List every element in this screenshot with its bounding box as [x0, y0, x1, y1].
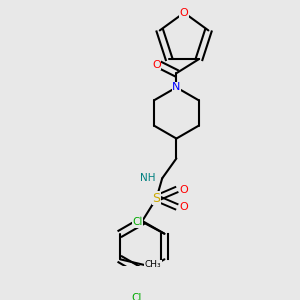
Text: O: O — [179, 185, 188, 195]
Text: S: S — [152, 192, 160, 205]
Text: N: N — [172, 82, 181, 92]
Text: O: O — [152, 60, 161, 70]
Text: CH₃: CH₃ — [145, 260, 161, 269]
Text: O: O — [180, 8, 188, 18]
Text: O: O — [179, 202, 188, 212]
Text: NH: NH — [140, 173, 155, 183]
Text: Cl: Cl — [132, 218, 142, 227]
Text: Cl: Cl — [131, 292, 142, 300]
